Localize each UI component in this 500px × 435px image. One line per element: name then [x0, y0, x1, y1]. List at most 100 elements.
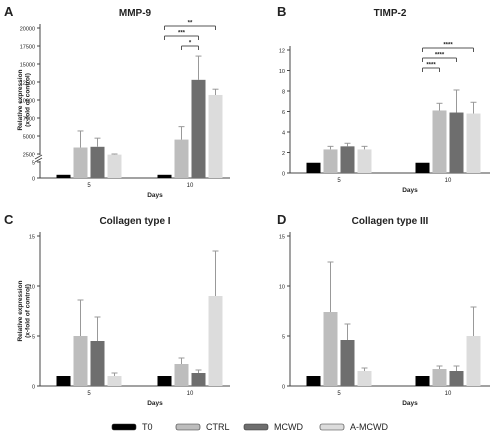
bar-a-mcwd-day-5: [357, 371, 372, 386]
panel-c: C Collagen type I 0 5 10 15 Relative expressio…: [4, 212, 230, 407]
y-tick-label: 0: [282, 385, 285, 391]
bar-mcwd-day-5: [90, 146, 105, 178]
axis-break: [34, 155, 230, 161]
x-tick-label: 10: [187, 183, 194, 189]
y-tick-label: 10: [279, 285, 285, 291]
x-axis-label: Days: [402, 187, 418, 194]
y-tick-label: 8: [282, 90, 285, 96]
bar-mcwd-day-10: [449, 371, 464, 386]
significance-label: **: [188, 21, 193, 27]
y-tick-label: 15: [29, 235, 35, 241]
y-tick-label: 10: [279, 69, 285, 75]
axis-break-mark: [34, 157, 43, 163]
bar-ctrl-day-10: [432, 369, 447, 386]
bar-a-mcwd-day-5: [107, 154, 122, 178]
significance-label: *: [189, 41, 192, 47]
bar-mcwd-day-10: [449, 112, 464, 173]
bar-t0-day-5: [306, 162, 321, 173]
y-axis-label-line: (x-fold of control): [25, 284, 32, 338]
panel-letter: D: [277, 212, 286, 227]
y-axis-label-line: Relative expression: [17, 69, 24, 130]
legend-label: CTRL: [206, 422, 230, 432]
legend-swatch-ctrl: [175, 423, 201, 431]
bar-t0-day-10: [157, 376, 172, 386]
x-axis-label: Days: [402, 400, 418, 407]
significance-label: ****: [435, 53, 445, 59]
y-tick-label: 20000: [20, 27, 35, 33]
bar-mcwd-day-10: [191, 373, 206, 386]
significance-label: ****: [426, 63, 436, 69]
bar-ctrl-day-10: [432, 110, 447, 173]
bar-mcwd-day-10: [191, 79, 206, 178]
y-tick-label: 4: [282, 131, 285, 137]
y-tick-label: 6: [282, 110, 285, 116]
panel-letter: C: [4, 212, 14, 227]
x-axis-label: Days: [147, 400, 163, 407]
x-axis-label: Days: [147, 192, 163, 199]
bar-a-mcwd-day-5: [107, 376, 122, 386]
bar-a-mcwd-day-10: [466, 113, 481, 173]
chart-title: Collagen type I: [99, 216, 170, 227]
x-tick-label: 5: [337, 178, 341, 184]
bar-ctrl-day-10: [174, 139, 189, 178]
x-tick-label: 10: [445, 391, 452, 397]
x-tick-label: 10: [187, 391, 194, 397]
y-tick-label: 5: [282, 335, 285, 341]
y-axis-label: Relative expression(x-fold of control): [17, 69, 32, 130]
y-tick-label: 5: [32, 161, 35, 167]
y-axis-label-line: Relative expression: [17, 280, 24, 341]
bar-t0-day-10: [157, 174, 172, 178]
bar-mcwd-day-5: [340, 146, 355, 173]
bar-a-mcwd-day-10: [466, 336, 481, 386]
y-tick-label: 5: [32, 335, 35, 341]
y-axis-label-line: (x-fold of control): [25, 73, 32, 127]
x-tick-label: 10: [445, 178, 452, 184]
y-tick-label: 15000: [20, 63, 35, 69]
y-axis-label: Relative expression(x-fold of control): [17, 280, 32, 341]
bar-t0-day-10: [415, 162, 430, 173]
legend: T0 CTRL MCWD A-MCWD: [111, 422, 388, 432]
bar-ctrl-day-5: [73, 336, 88, 386]
bar-mcwd-day-5: [90, 341, 105, 386]
significance-label: ***: [178, 31, 186, 37]
y-tick-label: 2500: [23, 153, 35, 159]
x-tick-label: 5: [87, 183, 91, 189]
x-tick-label: 5: [337, 391, 341, 397]
panel-a: A MMP-9 0 5 2500 5000 7500 10000 12500 15000 17500…: [4, 4, 230, 199]
legend-label: A-MCWD: [350, 422, 388, 432]
bar-ctrl-day-5: [323, 312, 338, 386]
y-tick-label: 10000: [20, 99, 35, 105]
panel-letter: B: [277, 4, 286, 19]
legend-label: MCWD: [274, 422, 303, 432]
panel-d: D Collagen type III 0 5 10 15 5 10 Days: [277, 212, 490, 407]
panel-letter: A: [4, 4, 14, 19]
bar-mcwd-day-5: [340, 340, 355, 386]
bar-t0-day-5: [306, 376, 321, 386]
bar-a-mcwd-day-10: [208, 296, 223, 386]
legend-swatch-mcwd: [243, 423, 269, 431]
bar-ctrl-day-10: [174, 364, 189, 386]
y-tick-label: 0: [32, 385, 35, 391]
bar-ctrl-day-5: [323, 149, 338, 173]
bar-t0-day-10: [415, 376, 430, 386]
panel-b: B TIMP-2 0 2 4 6 8 10 12 5 10 Days **** **** ****: [277, 4, 490, 194]
bar-a-mcwd-day-5: [357, 149, 372, 173]
y-tick-label: 17500: [20, 45, 35, 51]
significance-label: ****: [443, 43, 453, 49]
y-tick-label: 0: [32, 177, 35, 183]
y-tick-label: 12500: [20, 81, 35, 87]
y-tick-label: 7500: [23, 117, 35, 123]
x-tick-label: 5: [87, 391, 91, 397]
chart-title: TIMP-2: [374, 8, 407, 19]
legend-swatch-t0: [111, 423, 137, 431]
axis-break-mark: [34, 154, 43, 160]
chart-title: Collagen type III: [352, 216, 429, 227]
bar-t0-day-5: [56, 174, 71, 178]
legend-swatch-a-mcwd: [319, 423, 345, 431]
y-tick-label: 0: [282, 172, 285, 178]
y-tick-label: 10: [29, 285, 35, 291]
legend-label: T0: [142, 422, 153, 432]
y-tick-label: 5000: [23, 135, 35, 141]
bar-ctrl-day-5: [73, 147, 88, 178]
